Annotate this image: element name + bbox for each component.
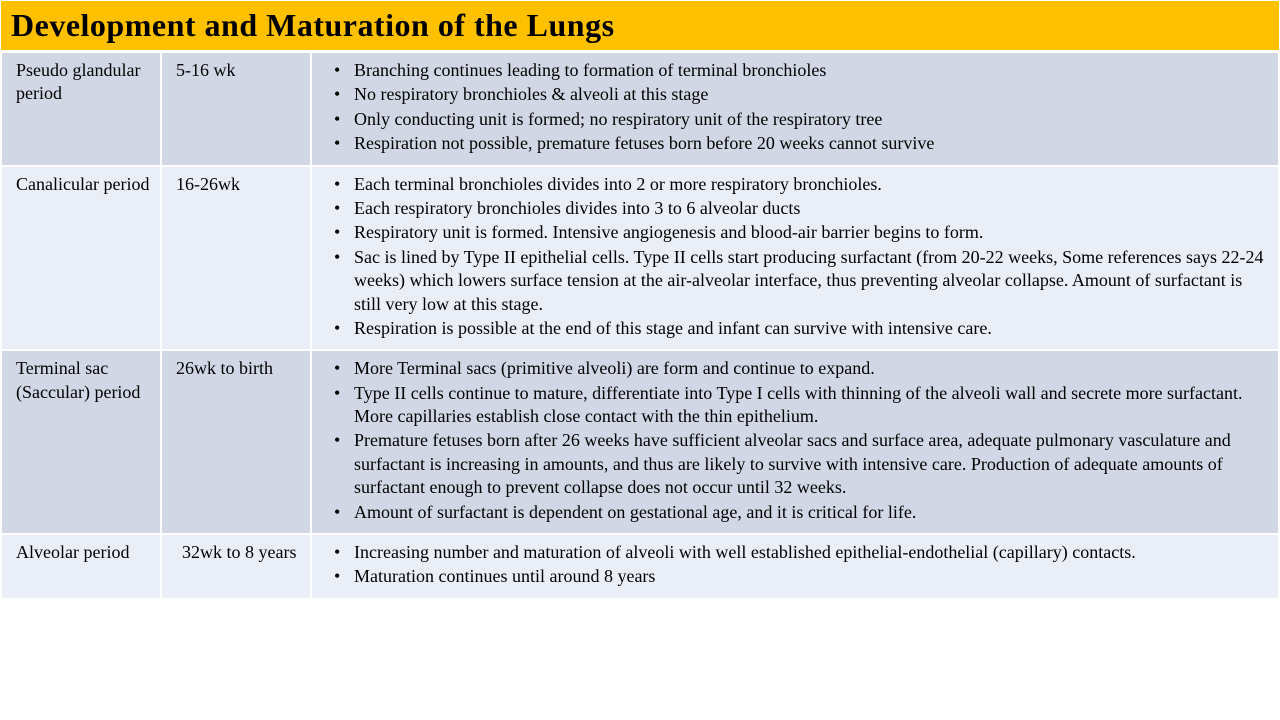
- bullet-item: Respiratory unit is formed. Intensive an…: [326, 221, 1268, 244]
- period-cell: Terminal sac (Saccular) period: [1, 350, 161, 534]
- time-cell: 32wk to 8 years: [161, 534, 311, 599]
- table-row: Pseudo glandular period 5-16 wk Branchin…: [1, 52, 1279, 166]
- period-cell: Canalicular period: [1, 166, 161, 351]
- bullet-item: Type II cells continue to mature, differ…: [326, 382, 1268, 429]
- table-row: Canalicular period 16-26wk Each terminal…: [1, 166, 1279, 351]
- time-cell: 26wk to birth: [161, 350, 311, 534]
- bullet-item: Increasing number and maturation of alve…: [326, 541, 1268, 564]
- bullet-item: Respiration is possible at the end of th…: [326, 317, 1268, 340]
- bullet-item: Branching continues leading to formation…: [326, 59, 1268, 82]
- bullet-item: Respiration not possible, premature fetu…: [326, 132, 1268, 155]
- bullet-item: Premature fetuses born after 26 weeks ha…: [326, 429, 1268, 499]
- bullet-item: No respiratory bronchioles & alveoli at …: [326, 83, 1268, 106]
- bullet-list: Increasing number and maturation of alve…: [326, 541, 1268, 589]
- bullet-item: Only conducting unit is formed; no respi…: [326, 108, 1268, 131]
- bullet-item: More Terminal sacs (primitive alveoli) a…: [326, 357, 1268, 380]
- page-header: Development and Maturation of the Lungs: [0, 0, 1280, 51]
- desc-cell: More Terminal sacs (primitive alveoli) a…: [311, 350, 1279, 534]
- bullet-item: Amount of surfactant is dependent on ges…: [326, 501, 1268, 524]
- desc-cell: Increasing number and maturation of alve…: [311, 534, 1279, 599]
- bullet-list: Branching continues leading to formation…: [326, 59, 1268, 156]
- page-title: Development and Maturation of the Lungs: [11, 7, 1269, 44]
- table-row: Alveolar period 32wk to 8 years Increasi…: [1, 534, 1279, 599]
- bullet-item: Each terminal bronchioles divides into 2…: [326, 173, 1268, 196]
- table-row: Terminal sac (Saccular) period 26wk to b…: [1, 350, 1279, 534]
- period-cell: Pseudo glandular period: [1, 52, 161, 166]
- lung-dev-table: Pseudo glandular period 5-16 wk Branchin…: [0, 51, 1280, 600]
- desc-cell: Branching continues leading to formation…: [311, 52, 1279, 166]
- bullet-item: Each respiratory bronchioles divides int…: [326, 197, 1268, 220]
- time-cell: 5-16 wk: [161, 52, 311, 166]
- time-cell: 16-26wk: [161, 166, 311, 351]
- bullet-item: Sac is lined by Type II epithelial cells…: [326, 246, 1268, 316]
- bullet-list: More Terminal sacs (primitive alveoli) a…: [326, 357, 1268, 524]
- desc-cell: Each terminal bronchioles divides into 2…: [311, 166, 1279, 351]
- period-cell: Alveolar period: [1, 534, 161, 599]
- bullet-item: Maturation continues until around 8 year…: [326, 565, 1268, 588]
- bullet-list: Each terminal bronchioles divides into 2…: [326, 173, 1268, 341]
